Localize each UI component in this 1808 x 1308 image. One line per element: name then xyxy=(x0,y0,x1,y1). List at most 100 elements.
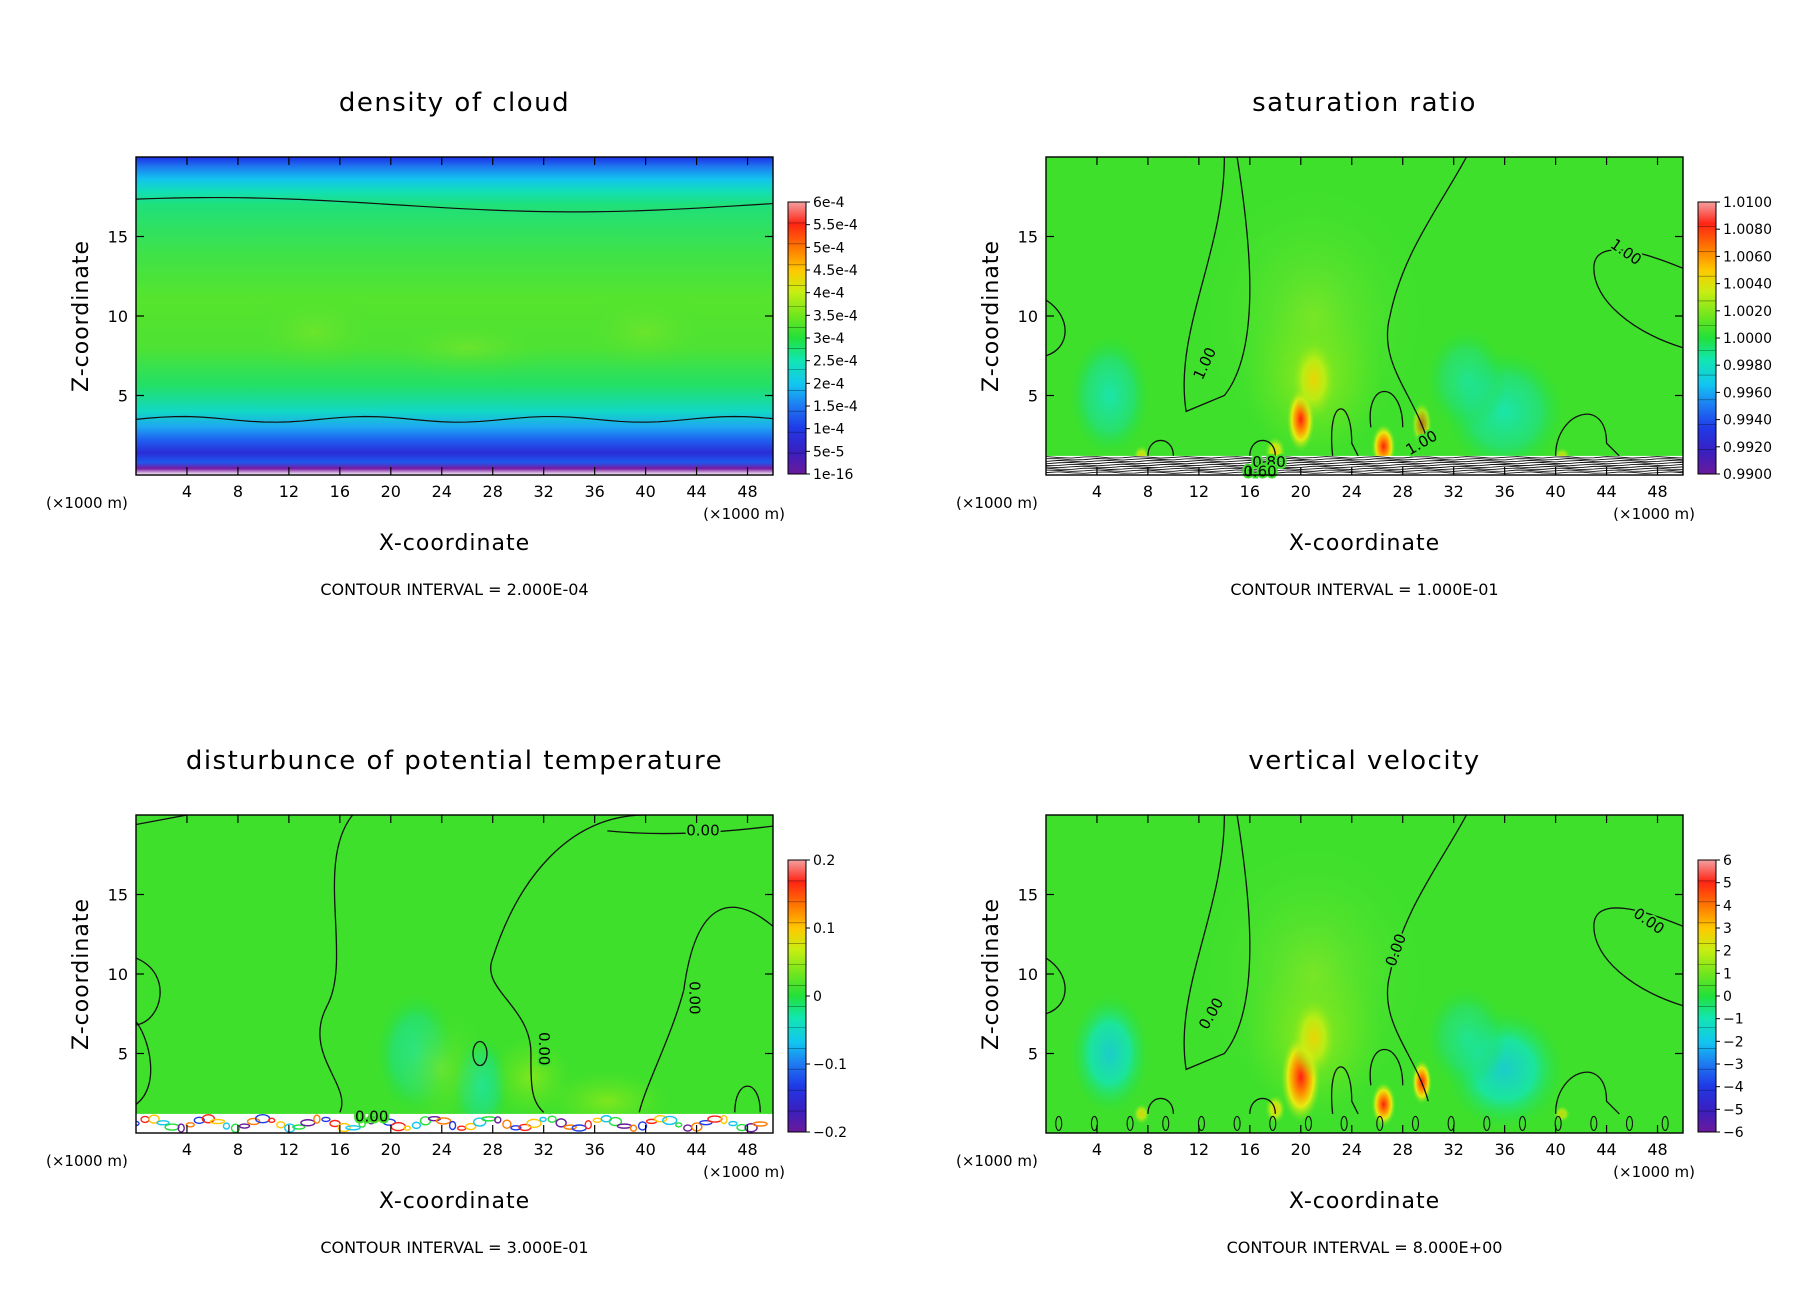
contour-line xyxy=(1046,465,1683,469)
y-axis-label: Z-coordinate xyxy=(979,240,1004,392)
x-tick-label: 16 xyxy=(330,482,350,501)
x-tick-label: 12 xyxy=(1189,482,1209,501)
colorbar-label: 0.9920 xyxy=(1723,440,1772,456)
x-tick-label: 20 xyxy=(1291,482,1311,501)
contour-line xyxy=(1518,1115,1527,1132)
field-blob xyxy=(575,291,716,372)
colorbar-label: 1.0080 xyxy=(1723,222,1772,238)
x-tick-label: 36 xyxy=(584,1140,604,1159)
colorbar-label: 1e-4 xyxy=(813,422,845,438)
contour-line xyxy=(1249,1097,1276,1114)
contour-line xyxy=(1090,1115,1098,1132)
contour-label: 0.00 xyxy=(686,821,719,839)
colorbar-label: 5e-5 xyxy=(813,444,844,460)
colorbar: 1.0100 1.0080 1.0060 1.0040 1.0020 1.0000 0.99… xyxy=(1697,195,1772,483)
contour-line xyxy=(1055,1115,1063,1132)
colorbar-label: 1.5e-4 xyxy=(813,399,858,415)
colorbar-label: 1.0060 xyxy=(1723,249,1772,265)
surface-eddy xyxy=(728,1120,738,1127)
x-tick-label: 20 xyxy=(381,482,401,501)
x-tick-label: 4 xyxy=(1092,482,1102,501)
colorbar: 6e-4 5.5e-4 5e-4 4.5e-4 4e-4 3.5e-4 3e-4 2.5e-4… xyxy=(787,195,858,483)
x-tick-label: 16 xyxy=(330,1140,350,1159)
colorbar-label: 1.0000 xyxy=(1723,331,1772,347)
x-tick-label: 4 xyxy=(182,1140,192,1159)
x-tick-label: 4 xyxy=(182,482,192,501)
contour-line xyxy=(136,957,161,1026)
contour-line xyxy=(1593,249,1683,349)
surface-eddy xyxy=(222,1122,231,1130)
x-tick-label: 24 xyxy=(432,482,452,501)
contour-line xyxy=(1046,458,1683,461)
surface-band xyxy=(1046,455,1683,475)
y-tick-label: 10 xyxy=(108,965,128,984)
x-tick-label: 44 xyxy=(686,1140,706,1159)
colorbar-label: 2 xyxy=(1723,944,1732,960)
contour-line xyxy=(1233,1115,1241,1132)
contour-interval-note: CONTOUR INTERVAL = 1.000E-01 xyxy=(1230,580,1498,599)
contour-line xyxy=(136,1021,152,1105)
y-tick-label: 10 xyxy=(108,307,128,326)
contour-line xyxy=(1304,1115,1312,1132)
colorbar-label: 0.9980 xyxy=(1723,358,1772,374)
colorbar-label: 0 xyxy=(1723,989,1732,1005)
x-tick-label: 36 xyxy=(584,482,604,501)
contour-line xyxy=(638,906,773,1113)
colorbar-label: 4e-4 xyxy=(813,286,845,302)
field-blob xyxy=(1133,1103,1150,1124)
colorbar-label: 4 xyxy=(1723,898,1732,914)
field-blob xyxy=(1069,993,1150,1114)
x-tick-label: 24 xyxy=(1342,482,1362,501)
surface-eddy xyxy=(193,1116,206,1125)
colorbar-label: 3.5e-4 xyxy=(813,308,858,324)
contour-line xyxy=(1376,1115,1384,1132)
contour-label: 0.00 xyxy=(686,981,704,1014)
x-tick-label: 16 xyxy=(1240,1140,1260,1159)
colorbar-label: 1.0020 xyxy=(1723,304,1772,320)
contour-line xyxy=(136,815,188,826)
field-blob xyxy=(1291,997,1336,1078)
colorbar-label: 6 xyxy=(1723,853,1732,869)
contour-line xyxy=(734,1085,761,1113)
colorbar: 0.2 0.1 0 −0.1 −0.2 xyxy=(787,853,847,1141)
surface-eddy xyxy=(464,1122,477,1131)
surface-eddy xyxy=(502,1119,512,1129)
surface-eddy xyxy=(637,1121,648,1131)
x-tick-label: 32 xyxy=(1444,482,1464,501)
contour-line xyxy=(1046,467,1683,471)
x-unit-left: (×1000 m) xyxy=(46,494,128,512)
surface-band xyxy=(136,1113,773,1133)
contour-line xyxy=(136,415,773,423)
x-tick-label: 44 xyxy=(686,482,706,501)
x-axis-label: X-coordinate xyxy=(1289,1189,1440,1214)
y-tick-label: 10 xyxy=(1018,307,1038,326)
heatmap-field xyxy=(1046,815,1683,1133)
colorbar-label: 2.5e-4 xyxy=(813,354,858,370)
y-tick-label: 15 xyxy=(108,228,128,247)
surface-eddy xyxy=(661,1115,678,1126)
contour-line xyxy=(1386,157,1467,444)
surface-eddy xyxy=(329,1119,341,1128)
contour-line xyxy=(1386,815,1467,1102)
surface-eddy xyxy=(707,1115,723,1123)
x-unit-right: (×1000 m) xyxy=(703,1163,785,1181)
colorbar-label: 3 xyxy=(1723,921,1732,937)
contour-interval-note: CONTOUR INTERVAL = 3.000E-01 xyxy=(320,1238,588,1257)
contour-line xyxy=(136,196,773,213)
colorbar-label: 1 xyxy=(1723,966,1732,982)
contour-line xyxy=(1046,456,1683,459)
x-tick-label: 40 xyxy=(1545,1140,1565,1159)
field-blob xyxy=(1371,1082,1396,1127)
colorbar-label: 0.2 xyxy=(813,853,835,869)
x-tick-label: 8 xyxy=(1143,482,1153,501)
x-tick-label: 48 xyxy=(1647,482,1667,501)
x-tick-label: 12 xyxy=(1189,1140,1209,1159)
contour-line xyxy=(607,825,773,835)
contour-line xyxy=(1147,439,1175,456)
contour-line xyxy=(1162,1115,1170,1132)
surface-eddy xyxy=(435,1117,452,1125)
contour-line xyxy=(1554,1115,1562,1132)
